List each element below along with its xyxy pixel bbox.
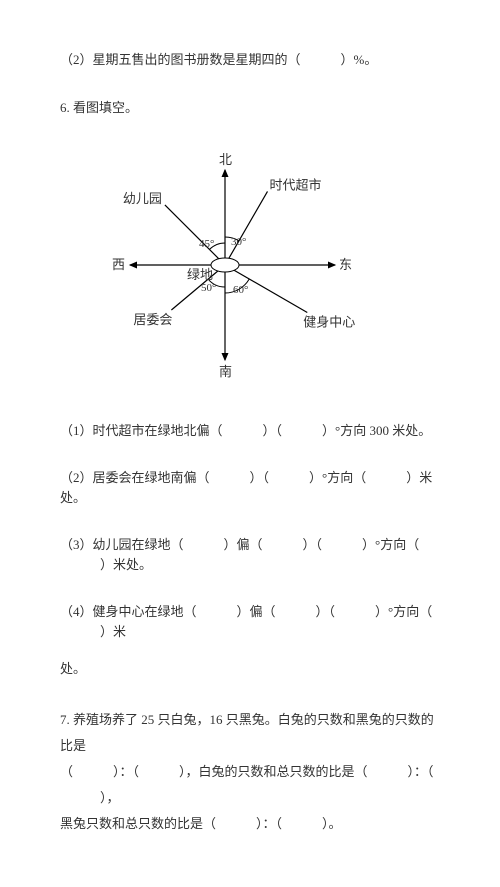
question-2: （2）星期五售出的图书册数是星期四的（ ）%。 (60, 50, 440, 70)
q6-2-a: （2）居委会在绿地南偏（ (60, 470, 210, 485)
blank (184, 535, 224, 555)
q6-3-d: ）°方向（ (362, 537, 419, 552)
q6-1-a: （1）时代超市在绿地北偏（ (60, 423, 223, 438)
blank (73, 759, 113, 785)
q7-e: ）：（ (408, 764, 434, 779)
blank (139, 759, 179, 785)
q7-h: ）：（ (256, 816, 282, 831)
svg-text:东: 东 (339, 257, 352, 272)
blank (263, 535, 303, 555)
blank (216, 811, 256, 837)
blank (60, 622, 100, 642)
svg-text:45°: 45° (199, 238, 214, 250)
q6-4-d: ）°方向（ (375, 604, 432, 619)
q7-d: ），白兔的只数和总只数的比是（ (179, 764, 368, 779)
blank (210, 468, 250, 488)
q7-b: （ (60, 764, 73, 779)
blank (276, 602, 316, 622)
q6-1-b: ）（ (263, 423, 283, 438)
q6-2-c: ）°方向（ (309, 470, 366, 485)
q6-3-b: ）偏（ (224, 537, 263, 552)
q2-text-a: （2）星期五售出的图书册数是星期四的（ (60, 52, 301, 67)
svg-text:南: 南 (219, 364, 232, 379)
svg-text:幼儿园: 幼儿园 (123, 191, 162, 206)
blank (60, 785, 100, 811)
blank (282, 421, 322, 441)
q6-2-b: ）（ (250, 470, 270, 485)
svg-text:50°: 50° (201, 282, 216, 294)
q7-i: ）。 (322, 816, 342, 831)
blank (223, 421, 263, 441)
q7-g: 黑兔只数和总只数的比是（ (60, 816, 216, 831)
q6-4-tail: 处。 (60, 659, 440, 679)
q7-f: ）， (100, 790, 120, 805)
svg-text:西: 西 (112, 257, 125, 272)
q6-1-c: ）°方向 300 米处。 (322, 423, 431, 438)
blank (366, 468, 406, 488)
q6-4-b: ）偏（ (237, 604, 276, 619)
blank (368, 759, 408, 785)
q7-c: ）：（ (113, 764, 139, 779)
svg-text:北: 北 (219, 152, 232, 167)
blank (60, 555, 100, 575)
blank (282, 811, 322, 837)
q6-3-c: ）（ (303, 537, 323, 552)
q6-4: （4）健身中心在绿地（ ）偏（ ）（ ）°方向（ ）米 (60, 602, 440, 641)
blank (197, 602, 237, 622)
q6-4-e: ）米 (100, 624, 126, 639)
q6-title: 6. 看图填空。 (60, 98, 440, 118)
q7-a: 7. 养殖场养了 25 只白兔，16 只黑兔。白兔的只数和黑兔的只数的比是 (60, 712, 434, 753)
q6-1: （1）时代超市在绿地北偏（ ）（ ）°方向 300 米处。 (60, 421, 440, 441)
svg-text:绿地: 绿地 (187, 267, 213, 282)
q2-blank (301, 50, 341, 70)
question-7: 7. 养殖场养了 25 只白兔，16 只黑兔。白兔的只数和黑兔的只数的比是 （ … (60, 707, 440, 837)
blank (322, 535, 362, 555)
svg-text:60°: 60° (233, 284, 248, 296)
q6-3-e: ）米处。 (100, 557, 152, 572)
q2-text-b: ）%。 (341, 52, 378, 67)
svg-text:时代超市: 时代超市 (270, 177, 322, 192)
q6-4-a: （4）健身中心在绿地（ (60, 604, 197, 619)
svg-text:健身中心: 健身中心 (303, 315, 355, 330)
q6-4-c: ）（ (316, 604, 336, 619)
q6-3: （3）幼儿园在绿地（ ）偏（ ）（ ）°方向（ ）米处。 (60, 535, 440, 574)
blank (335, 602, 375, 622)
svg-text:30°: 30° (231, 236, 246, 248)
svg-text:居委会: 居委会 (133, 312, 172, 327)
q6-3-a: （3）幼儿园在绿地（ (60, 537, 184, 552)
q6-2: （2）居委会在绿地南偏（ ）（ ）°方向（ ）米处。 (60, 468, 440, 507)
blank (269, 468, 309, 488)
direction-diagram: 北南 东 西绿地 时代超市幼儿园居委会 健身中心 45° 30° 50° 60° (100, 145, 440, 391)
